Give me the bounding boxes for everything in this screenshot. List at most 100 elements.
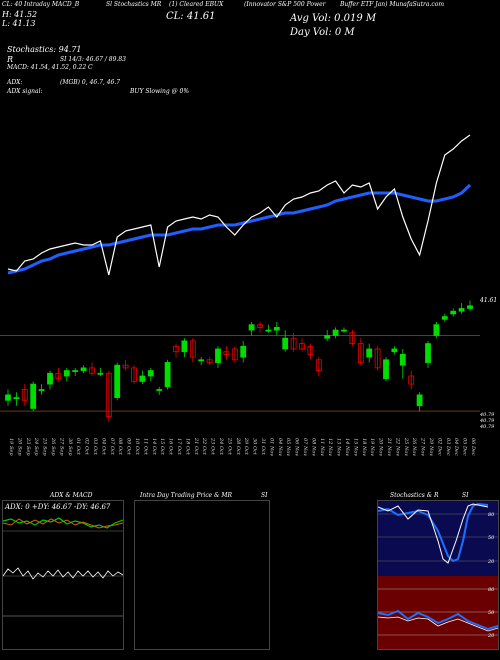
candle-body [215,348,221,363]
date-tick: 11 Nov [319,438,325,456]
price-line [7,134,471,276]
date-tick: 08 Oct [117,438,123,456]
candle-body [156,389,163,391]
intraday-panel-si: SI [261,492,268,499]
date-tick: 26 Nov [411,437,417,456]
adx-panel-title: ADX & MACD [50,492,93,499]
candle-body [5,394,11,401]
date-tick: 06 Nov [294,438,300,456]
date-tick: 25 Sep [42,437,48,456]
date-tick: 05 Nov [285,438,291,456]
candle-body [366,348,373,358]
rsi-background [378,576,498,649]
candle-body [391,348,398,353]
date-tick: 04 Nov [277,438,283,456]
rsi-tick-50: 50 [488,610,495,616]
date-tick: 20 Nov [378,437,384,456]
date-tick: 28 Oct [235,437,241,456]
date-tick: 29 Oct [243,437,249,456]
candle-body [47,372,53,385]
candle-body [458,308,465,312]
date-tick: 04 Oct [100,438,106,456]
adx-label: ADX: [7,79,23,86]
candle-body [341,329,347,332]
candle-body [139,375,146,382]
low-label: L: 41.13 [2,19,36,28]
adx-macd-panel: ADX: 0 +DY: 46.67 -DY: 46.67 [2,500,124,650]
candle-body [97,372,104,375]
date-tick: 21 Oct [193,437,199,456]
date-tick: 13 Nov [336,438,342,456]
date-tick: 19 Sep [8,438,14,456]
date-tick: 15 Nov [352,438,358,456]
date-tick: 01 Oct [75,438,81,456]
date-tick: 03 Oct [92,438,98,456]
candle-body [441,316,448,320]
macd-line [3,567,123,580]
stoch-tick-20: 20 [487,559,495,565]
candle-body [282,337,289,350]
candle-body [257,324,263,328]
moving-average-line [7,183,472,275]
date-tick: 02 Dec [436,438,442,456]
candle-body [467,305,473,309]
candle-body [38,389,45,391]
candle-body [72,370,79,372]
stoch-tick-80: 80 [488,512,495,518]
candle-body [147,370,154,377]
date-tick: 21 Nov [386,437,392,456]
candle-body [273,327,280,331]
stoch-tick-50: 50 [488,535,495,541]
date-tick: 30 Sep [67,438,73,456]
date-tick: 30 Oct [252,438,258,456]
intraday-panel-title: Intra Day Trading Price & MR [140,492,233,499]
candle-body [290,337,297,350]
date-tick: 01 Nov [268,438,274,456]
date-tick: 11 Oct [142,438,148,456]
date-axis: 19 Sep 20 Sep 23 Sep 24 Sep 25 Sep 26 Sep 27 S… [8,437,476,456]
candlestick-chart: 41.61 40.79 40.79 40.79 [0,297,497,430]
date-tick: 20 Sep [16,437,22,456]
adx-signal-label: ADX signal: [7,88,43,95]
rsi-line [378,609,498,631]
date-tick: 15 Oct [159,438,165,456]
date-tick: 17 Oct [176,438,182,456]
minus-dy-line [3,518,123,529]
header-item-1: CL: 40 Intraday MACD_B [2,1,80,8]
candle-body [332,329,339,336]
header-item-4: (Innovator S&P 500 Power [244,1,326,8]
close-label: CL: 41.61 [166,11,216,22]
macd-readout: MACD: 41.54, 41.52, 0.22 C [7,64,93,71]
date-tick: 14 Nov [344,438,350,456]
candle-body [399,354,406,366]
date-tick: 22 Oct [201,437,207,456]
rsi-tick-80: 80 [488,587,495,593]
date-tick: 05 Dec [462,438,468,456]
candle-body [408,375,415,385]
candle-body [30,383,37,409]
stoch-d-line [378,503,489,564]
header-item-2: Sl Stochastics MR [106,1,162,8]
date-tick: 18 Nov [361,438,367,456]
date-tick: 14 Oct [151,438,157,456]
date-tick: 10 Oct [134,438,140,456]
date-tick: 24 Sep [33,437,39,456]
candle-body [324,335,331,339]
candle-body [105,372,112,417]
intraday-panel [134,500,270,650]
candle-body [425,343,431,363]
candle-body [265,329,272,332]
candle-body [131,367,137,382]
buy-signal: BUY Slowing @ 0% [130,88,190,95]
candle-body [223,351,230,355]
adx-values: (MGB) 0, 46.7, 46.7 [60,79,121,86]
adx-readout: ADX: 0 +DY: 46.67 -DY: 46.67 [5,503,111,511]
high-label: H: 41.52 [2,10,38,19]
date-tick: 08 Nov [310,438,316,456]
r-label: R [7,55,14,64]
price-tick-1: 40.79 [479,412,495,418]
candle-body [206,359,213,363]
candle-body [383,359,389,380]
candle-body [248,324,255,331]
stoch-panel-title: Stochastics & R [390,492,439,499]
